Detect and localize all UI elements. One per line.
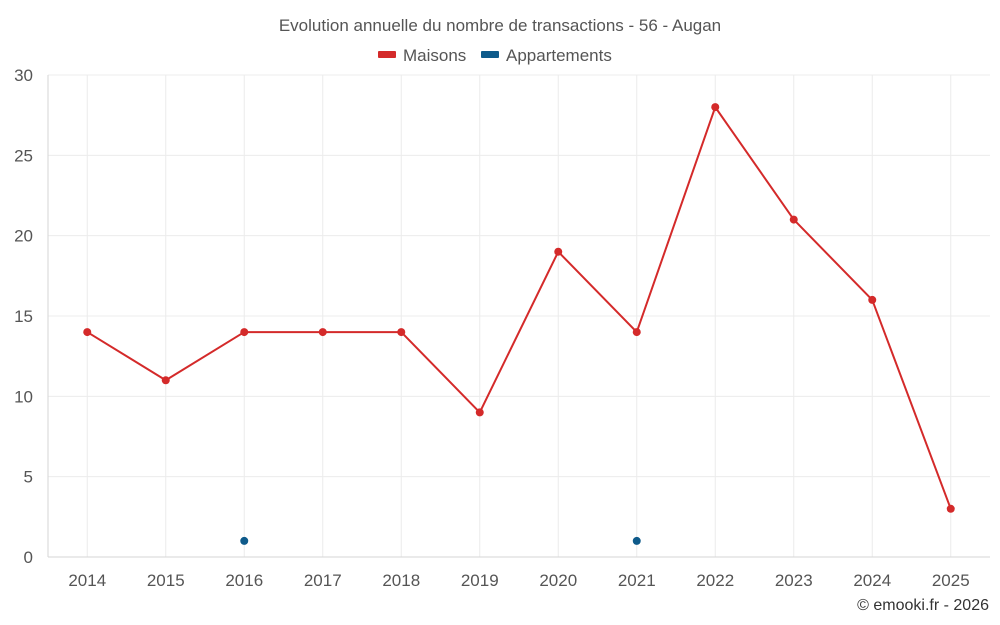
chart-title: Evolution annuelle du nombre de transact… [279,16,721,35]
data-point-maisons[interactable] [868,295,877,304]
y-tick-label: 25 [14,146,33,165]
x-tick-label: 2024 [853,571,891,590]
credit-text: © emooki.fr - 2026 [857,597,989,614]
axes [47,75,990,558]
series-line-maisons [86,106,952,510]
x-tick-label: 2025 [932,571,970,590]
legend-label-appartements: Appartements [506,46,612,65]
data-point-maisons[interactable] [789,215,798,224]
y-tick-label: 10 [14,387,33,406]
data-point-maisons[interactable] [161,376,170,385]
data-point-appartements[interactable] [240,536,249,545]
data-point-maisons[interactable] [554,247,563,256]
x-tick-label: 2014 [68,571,106,590]
x-tick-label: 2018 [382,571,420,590]
legend-swatch-appartements [481,51,499,58]
y-tick-label: 5 [24,468,33,487]
series-maisons [83,103,955,513]
data-point-maisons[interactable] [711,103,720,112]
data-point-maisons[interactable] [397,328,406,337]
y-tick-label: 15 [14,307,33,326]
grid [48,74,990,557]
x-tick-label: 2022 [696,571,734,590]
legend-label-maisons: Maisons [403,46,466,65]
y-tick-label: 30 [14,66,33,85]
data-point-maisons[interactable] [318,328,327,337]
data-point-maisons[interactable] [946,504,955,513]
series [83,103,955,545]
x-tick-label: 2020 [539,571,577,590]
legend-swatch-maisons [378,51,396,58]
legend-item-maisons[interactable]: Maisons [378,46,466,65]
legend: Maisons Appartements [378,46,612,65]
data-point-maisons[interactable] [83,328,92,337]
x-axis-ticks: 2014 2015 2016 2017 2018 2019 2020 2021 2022 2023… [68,571,969,590]
x-tick-label: 2016 [225,571,263,590]
legend-item-appartements[interactable]: Appartements [481,46,612,65]
data-point-maisons[interactable] [240,328,249,337]
data-point-maisons[interactable] [632,328,641,337]
data-point-appartements[interactable] [632,536,641,545]
series-appartements [240,536,641,545]
x-tick-label: 2019 [461,571,499,590]
y-tick-label: 20 [14,227,33,246]
x-tick-label: 2023 [775,571,813,590]
data-point-maisons[interactable] [475,408,484,417]
x-tick-label: 2015 [147,571,185,590]
y-tick-label: 0 [24,548,33,567]
y-axis-ticks: 0 5 10 15 20 25 30 [14,66,33,567]
x-tick-label: 2017 [304,571,342,590]
x-tick-label: 2021 [618,571,656,590]
